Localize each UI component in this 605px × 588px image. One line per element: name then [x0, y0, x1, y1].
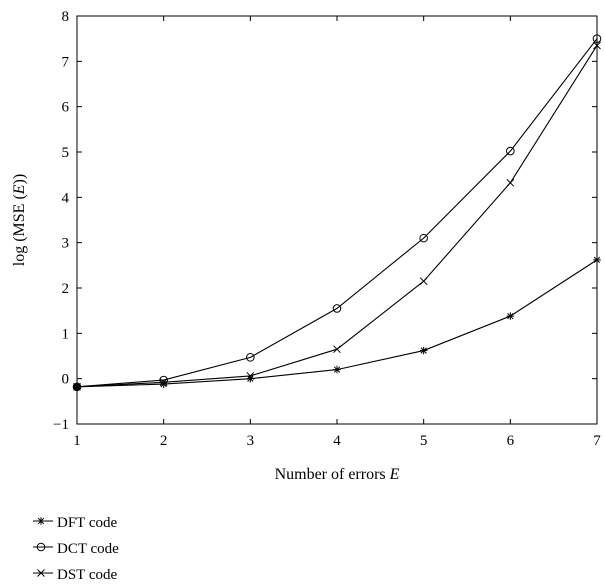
y-axis-label: log (MSE (E)) [11, 174, 28, 266]
data-point-dft [593, 256, 601, 264]
y-tick-label: −1 [53, 417, 69, 433]
plot-frame [76, 15, 598, 425]
data-point-dft [419, 346, 428, 355]
y-tick-label: 6 [62, 100, 70, 116]
data-point-dct [506, 146, 515, 156]
legend-marker [36, 542, 46, 552]
y-tick-label: 3 [62, 236, 70, 252]
x-tick-label: 7 [593, 433, 601, 449]
legend-label-dct: DCT code [57, 541, 119, 557]
axis-ticks: 1 2 3 4 5 6 7 −1 0 1 2 3 4 5 6 7 8 [53, 9, 601, 449]
data-point-dct [246, 353, 255, 362]
x-tick-label: 1 [73, 433, 81, 449]
legend-x-icon [33, 569, 53, 577]
legend-marker [37, 569, 45, 577]
series-dct [72, 34, 602, 392]
y-tick-label: 2 [62, 281, 70, 297]
x-tick-label: 4 [333, 433, 341, 449]
data-point-dct [159, 375, 168, 385]
legend-star-icon [33, 517, 53, 525]
data-point-dst [246, 372, 255, 380]
series-line-dst [76, 45, 598, 388]
y-tick-label: 1 [62, 326, 70, 342]
data-point-dft [333, 365, 341, 374]
y-tick-label: 0 [62, 372, 70, 388]
data-point-dct [332, 304, 342, 313]
legend-item-dct: DCT code [33, 541, 119, 557]
x-tick-label: 6 [507, 433, 515, 449]
data-point-dst [593, 41, 601, 50]
series-dft [73, 256, 601, 391]
data-point-dst [419, 277, 428, 286]
x-tick-label: 3 [247, 433, 255, 449]
series-dst [73, 41, 601, 391]
legend: DFT code DCT code DST code [33, 515, 119, 583]
data-point-start [73, 383, 81, 391]
legend-item-dst: DST code [33, 567, 117, 583]
data-point-dct [419, 233, 428, 243]
y-tick-label: 5 [62, 145, 70, 161]
legend-marker [37, 517, 45, 525]
data-point-dst [333, 345, 341, 354]
y-tick-label: 8 [62, 9, 70, 25]
legend-label-dft: DFT code [57, 515, 117, 531]
series-line-dct [76, 38, 598, 388]
legend-circle-icon [33, 542, 53, 552]
legend-label-dst: DST code [57, 567, 117, 583]
y-tick-label: 4 [62, 190, 70, 206]
x-axis-label: Number of errors E [275, 466, 400, 483]
series-layer [72, 34, 602, 392]
x-tick-label: 2 [160, 433, 168, 449]
y-tick-label: 7 [62, 54, 70, 70]
data-point-dst [506, 178, 515, 187]
data-point-dst [159, 378, 168, 387]
legend-item-dft: DFT code [33, 515, 117, 531]
x-tick-label: 5 [420, 433, 428, 449]
data-point-dft [506, 312, 515, 320]
data-point-dct [592, 34, 602, 43]
